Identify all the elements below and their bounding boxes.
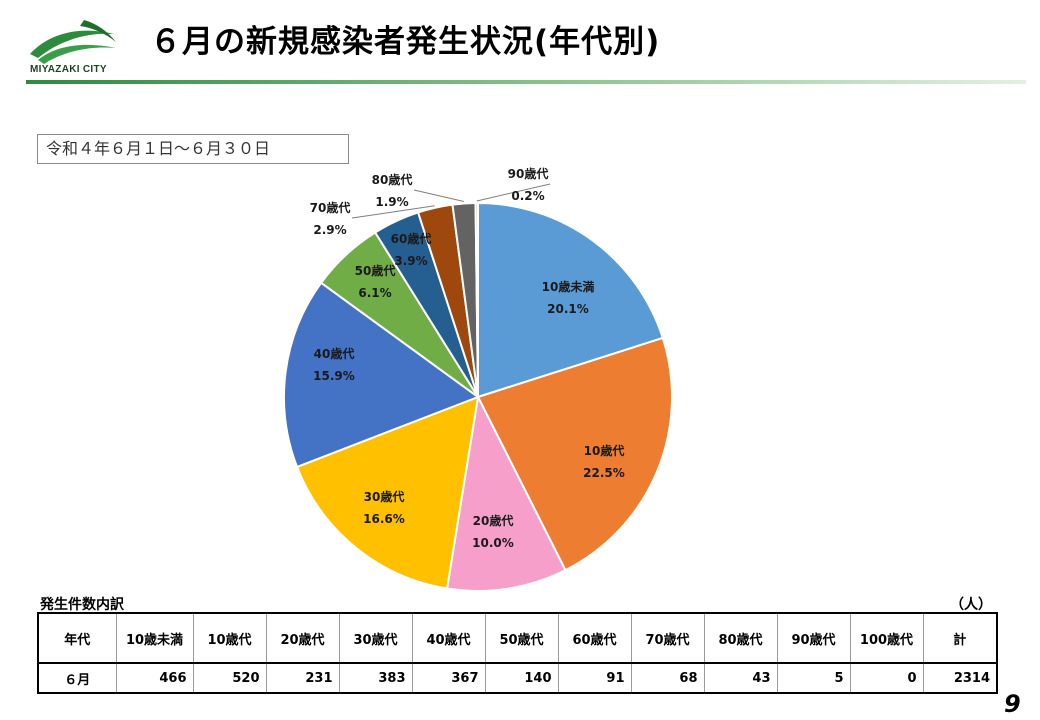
header-cell: 10歳未満 <box>115 612 194 664</box>
slice-value-label: 3.9% <box>394 254 427 268</box>
slice-value-label: 16.6% <box>363 512 405 526</box>
slice-value-label: 2.9% <box>313 223 346 237</box>
miyazaki-city-logo <box>30 20 116 64</box>
header-cell: 50歳代 <box>484 612 559 664</box>
value-cell: 5 <box>776 662 851 694</box>
page-title: ６月の新規感染者発生状況(年代別) <box>150 24 661 60</box>
header-cell: 70歳代 <box>630 612 705 664</box>
value-cell: 140 <box>484 662 559 694</box>
value-cell: 367 <box>411 662 486 694</box>
pie-slice <box>283 281 481 469</box>
table-header-row: 年代 10歳未満 10歳代 20歳代 30歳代 40歳代 50歳代 60歳代 7… <box>37 612 998 664</box>
slice-value-label: 0.2% <box>511 189 544 203</box>
value-cell: 0 <box>849 662 924 694</box>
header-cell: 60歳代 <box>557 612 632 664</box>
pie-chart: 10歳未満 20.1% 10歳代 22.5% 20歳代 10.0% 30歳代 16.6% 40歳… <box>283 166 673 592</box>
leader-line <box>413 189 465 202</box>
total-cell: 2314 <box>922 662 998 694</box>
value-cell: 43 <box>703 662 778 694</box>
slice-value-label: 1.9% <box>375 195 408 209</box>
header-cell: 90歳代 <box>776 612 851 664</box>
slice-category-label: 30歳代 <box>364 489 405 504</box>
pie-slice <box>445 393 567 592</box>
pie-slice <box>477 201 665 399</box>
slice-category-label: 10歳未満 <box>542 279 595 294</box>
slice-category-label: 80歳代 <box>372 172 413 187</box>
slice-category-label: 60歳代 <box>391 231 432 246</box>
slice-value-label: 15.9% <box>313 369 355 383</box>
value-cell: 91 <box>557 662 632 694</box>
leader-line <box>351 205 435 219</box>
breakdown-table: 年代 10歳未満 10歳代 20歳代 30歳代 40歳代 50歳代 60歳代 7… <box>37 612 998 694</box>
slice-category-label: 40歳代 <box>314 346 355 361</box>
value-cell: 68 <box>630 662 705 694</box>
header-cell: 40歳代 <box>411 612 486 664</box>
slice-category-label: 10歳代 <box>584 443 625 458</box>
pie-slice <box>476 336 673 572</box>
pie-slice <box>295 395 480 590</box>
header-divider <box>26 80 1026 84</box>
slice-value-label: 6.1% <box>358 286 391 300</box>
header-cell: 100歳代 <box>849 612 924 664</box>
pie-slice <box>474 201 479 398</box>
header-cell: 30歳代 <box>338 612 413 664</box>
table-row: ６月 466 520 231 383 367 140 91 68 43 5 0 … <box>37 662 998 694</box>
value-cell: 520 <box>192 662 267 694</box>
leader-line <box>476 183 551 202</box>
header-cell: 80歳代 <box>703 612 778 664</box>
logo-text: MIYAZAKI CITY <box>30 64 107 75</box>
slice-category-label: 50歳代 <box>355 263 396 278</box>
header-cell: 10歳代 <box>192 612 267 664</box>
slice-value-label: 22.5% <box>583 466 625 480</box>
value-cell: 466 <box>115 662 194 694</box>
value-cell: 231 <box>265 662 340 694</box>
table-caption: 発生件数内訳 <box>40 597 124 613</box>
page-number: 9 <box>1004 690 1021 718</box>
slice-value-label: 20.1% <box>547 302 589 316</box>
table-unit: （人） <box>950 597 992 613</box>
slice-category-label: 90歳代 <box>508 166 549 181</box>
value-cell: 383 <box>338 662 413 694</box>
period-label: 令和４年６月１日～６月３０日 <box>37 134 349 164</box>
row-label-cell: ６月 <box>37 662 117 694</box>
slice-value-label: 10.0% <box>472 536 514 550</box>
header-cell: 20歳代 <box>265 612 340 664</box>
slice-category-label: 70歳代 <box>310 200 351 215</box>
slice-category-label: 20歳代 <box>473 513 514 528</box>
header-cell: 年代 <box>37 612 117 664</box>
header-cell: 計 <box>922 612 998 664</box>
